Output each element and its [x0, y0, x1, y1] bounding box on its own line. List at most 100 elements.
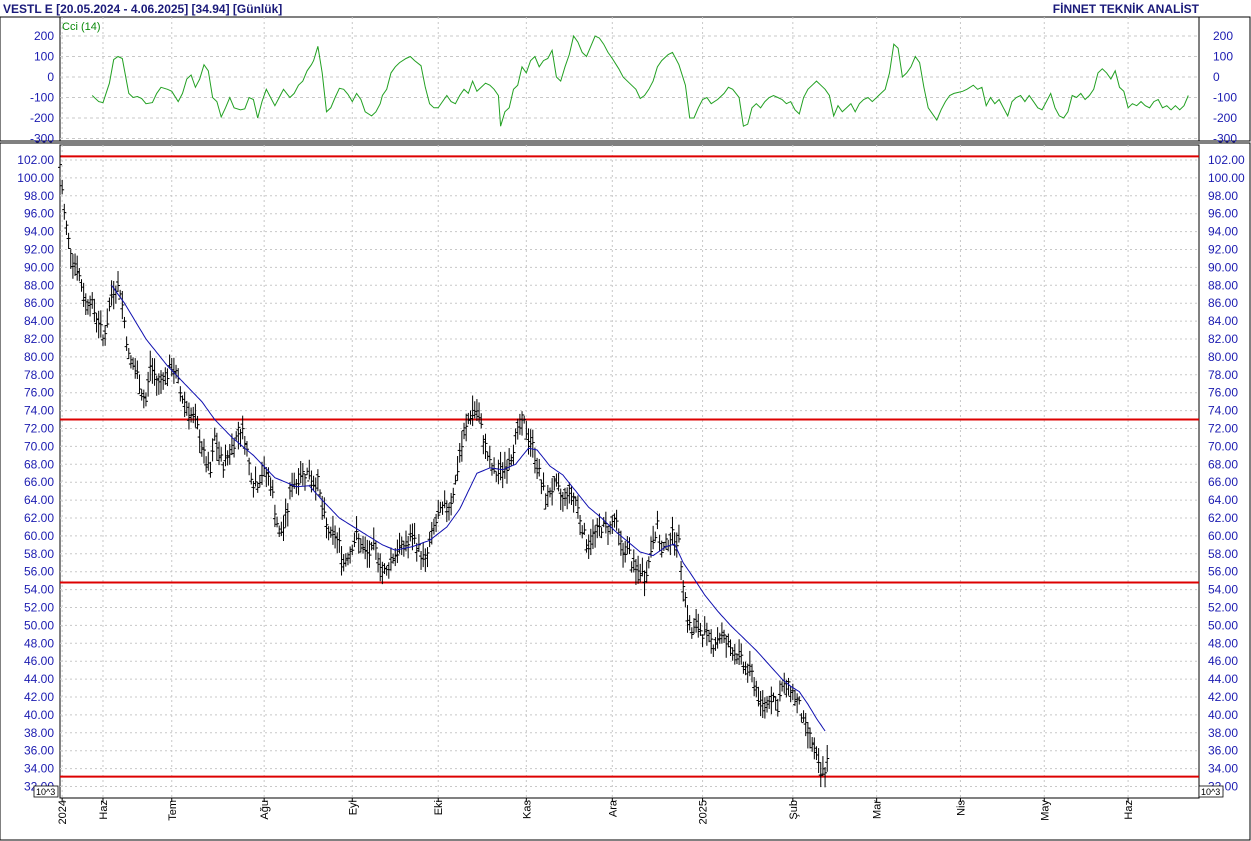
price-ytick-right: 68.00	[1208, 457, 1238, 471]
price-bar	[195, 415, 200, 430]
price-bar	[126, 347, 131, 360]
price-bar	[582, 522, 587, 535]
price-bar	[455, 456, 460, 481]
price-bar	[122, 316, 127, 329]
left-unit-label: 10^3	[36, 787, 55, 797]
price-ytick-left: 102.00	[17, 153, 54, 167]
price-ytick-left: 80.00	[24, 350, 54, 364]
price-bar	[58, 153, 62, 170]
price-bar	[483, 433, 488, 459]
price-bar	[522, 414, 527, 424]
price-ytick-left: 100.00	[17, 171, 54, 185]
x-tick-label: 2025	[698, 800, 710, 824]
price-ytick-right: 72.00	[1208, 422, 1238, 436]
price-bar	[614, 509, 619, 531]
price-bar	[244, 441, 249, 457]
price-bar	[107, 297, 112, 312]
price-bar	[412, 522, 417, 545]
price-ytick-left: 46.00	[24, 654, 54, 668]
price-bar	[674, 532, 679, 558]
price-ytick-left: 44.00	[24, 672, 54, 686]
price-bar	[775, 698, 780, 717]
price-ytick-left: 78.00	[24, 368, 54, 382]
price-bar	[700, 634, 705, 648]
price-bar	[687, 615, 692, 631]
price-ytick-right: 34.00	[1208, 762, 1238, 776]
x-tick-label: Ağu	[259, 800, 271, 820]
price-ytick-right: 40.00	[1208, 708, 1238, 722]
price-bar	[210, 438, 215, 462]
price-ytick-right: 64.00	[1208, 493, 1238, 507]
price-bar	[285, 503, 290, 527]
price-bar	[315, 469, 320, 492]
price-bar	[722, 629, 727, 643]
cci-ytick-left: 200	[34, 29, 54, 43]
price-bar	[253, 466, 258, 487]
price-bar	[221, 461, 226, 478]
x-tick-label: Haz	[1123, 800, 1135, 820]
left-unit-box	[33, 785, 59, 798]
price-bar	[281, 515, 286, 542]
cci-indicator-label: Cci (14)	[62, 21, 101, 33]
price-bar	[777, 680, 782, 702]
price-bar	[808, 727, 813, 749]
price-bar	[575, 495, 580, 519]
price-ytick-left: 36.00	[24, 744, 54, 758]
chart-header-symbol: VESTL E [20.05.2024 - 4.06.2025] [34.94]…	[3, 2, 282, 16]
price-ytick-left: 60.00	[24, 529, 54, 543]
cci-ytick-right: 100	[1213, 50, 1233, 64]
price-right-axis: 102.00 100.00 98.00 96.00 94.00 92.00 90.00 88.…	[1208, 153, 1245, 794]
price-bar	[272, 504, 277, 528]
price-bar	[459, 430, 464, 462]
cci-ytick-left: -100	[30, 91, 54, 105]
price-ytick-left: 38.00	[24, 726, 54, 740]
price-bar	[825, 745, 830, 772]
cci-grid	[60, 17, 1199, 141]
price-ytick-right: 74.00	[1208, 404, 1238, 418]
price-ytick-left: 34.00	[24, 762, 54, 776]
price-ytick-right: 54.00	[1208, 583, 1238, 597]
price-ytick-right: 62.00	[1208, 511, 1238, 525]
price-bar	[676, 524, 681, 543]
price-bar	[232, 438, 237, 458]
cci-ytick-right: 0	[1213, 70, 1220, 84]
price-ytick-left: 54.00	[24, 583, 54, 597]
price-ytick-right: 84.00	[1208, 314, 1238, 328]
price-ytick-left: 94.00	[24, 225, 54, 239]
price-ytick-left: 48.00	[24, 636, 54, 650]
cci-ytick-right: -100	[1213, 91, 1237, 105]
x-tick-label: Nis	[955, 800, 967, 816]
price-bar	[249, 472, 254, 485]
price-bar	[550, 478, 555, 506]
price-bar	[679, 561, 684, 581]
price-ytick-left: 70.00	[24, 439, 54, 453]
price-bar	[511, 444, 516, 465]
price-ytick-left: 76.00	[24, 386, 54, 400]
price-bar	[646, 556, 651, 569]
price-ytick-right: 86.00	[1208, 296, 1238, 310]
price-bar	[537, 458, 542, 477]
price-bar	[689, 627, 694, 639]
price-bar	[165, 368, 170, 387]
price-bar	[670, 516, 675, 545]
price-bar	[178, 386, 183, 402]
x-tick-label: Eyl	[347, 800, 359, 815]
x-tick-label: Ara	[607, 799, 619, 817]
cci-plot-area	[59, 16, 1200, 142]
support-resistance-lines	[60, 155, 1199, 778]
price-bar	[425, 547, 430, 568]
price-bar	[352, 532, 357, 548]
price-bar	[434, 513, 439, 533]
cci-series-line	[91, 34, 1189, 127]
x-tick-label: May	[1039, 800, 1051, 821]
price-bar	[644, 561, 649, 583]
x-tick-label: Şub	[788, 800, 800, 820]
price-bar	[655, 510, 660, 530]
price-bar	[487, 445, 492, 469]
x-tick-label: 2024	[57, 800, 69, 824]
price-bar	[66, 232, 71, 249]
price-bar	[302, 473, 307, 491]
price-ytick-left: 40.00	[24, 708, 54, 722]
price-bar	[627, 537, 632, 555]
